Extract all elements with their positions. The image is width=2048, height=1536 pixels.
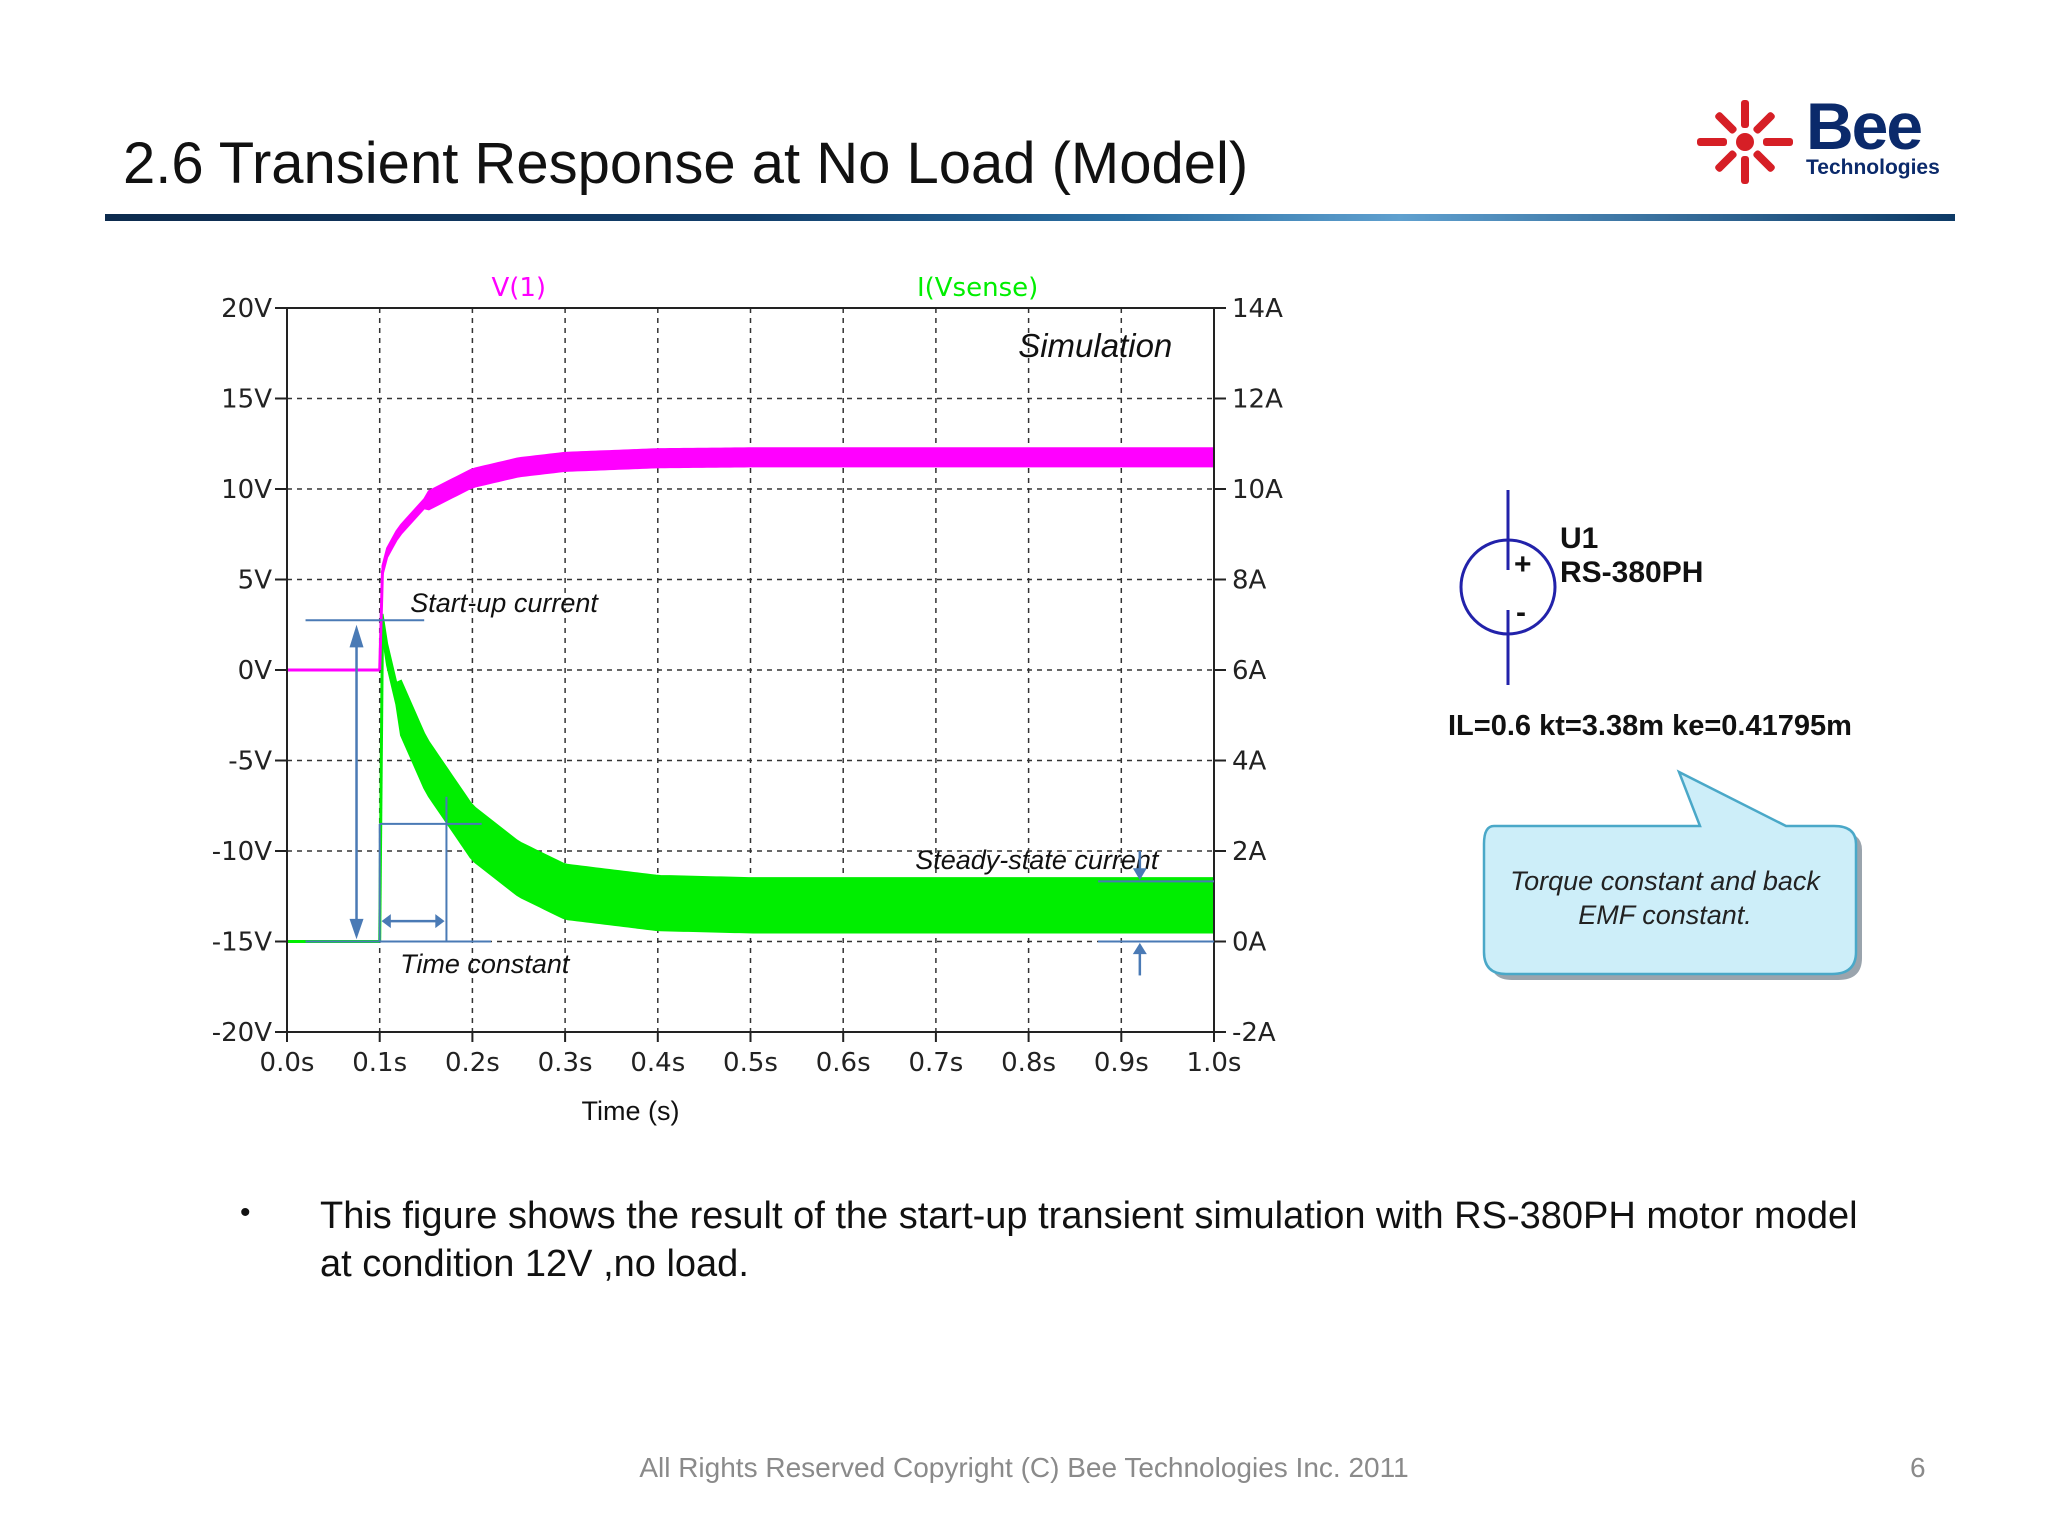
y-right-tick-label: 14A	[1232, 294, 1283, 324]
time-constant-arrow-left	[381, 914, 391, 929]
x-tick-label: 0.5s	[723, 1048, 778, 1078]
symbol-minus: -	[1516, 596, 1526, 629]
annotation-steady-state-current: Steady-state current	[915, 845, 1160, 875]
annotation-startup-current: Start-up current	[410, 588, 599, 618]
y-right-tick-label: 0A	[1232, 928, 1267, 958]
slide-title: 2.6 Transient Response at No Load (Model…	[123, 131, 1249, 196]
page-number: 6	[1910, 1452, 1926, 1483]
transient-chart: 0.0s 0.1s 0.2s 0.3s 0.4s 0.5s 0.6s 0.7s 0.8s 0.9s…	[212, 273, 1862, 1126]
logo-subtitle: Technologies	[1806, 156, 1940, 179]
logo-wordmark: Bee	[1806, 89, 1923, 163]
x-tick-label: 0.1s	[352, 1048, 407, 1078]
legend-voltage: V(1)	[491, 273, 546, 303]
y-left-tick-label: 15V	[221, 385, 272, 415]
symbol-plus: +	[1514, 548, 1532, 581]
annotation-time-constant: Time constant	[400, 949, 571, 979]
chart-annotations: Simulation Start-up current Steady-state c…	[305, 327, 1214, 979]
callout-text: Torque constant and back EMF constant.	[1510, 866, 1820, 930]
y-right-tick-label: 6A	[1232, 656, 1267, 686]
y-left-tick-label: -10V	[212, 837, 272, 867]
legend-current: I(Vsense)	[917, 273, 1038, 303]
plot-frame	[286, 307, 1215, 1033]
steady-arrow-up	[1132, 942, 1147, 955]
x-tick-label: 0.3s	[538, 1048, 593, 1078]
x-axis-label: Time (s)	[582, 1096, 680, 1126]
motor-symbol: + -	[1459, 490, 1557, 685]
x-tick-label: 0.2s	[445, 1048, 500, 1078]
voltage-source-icon	[1459, 538, 1557, 636]
steady-arrow-down	[1132, 868, 1147, 880]
startup-arrow-up	[349, 624, 364, 648]
x-tick-label: 0.6s	[816, 1048, 871, 1078]
callout-bubble	[1482, 769, 1862, 980]
y-right-tick-label: 10A	[1232, 475, 1283, 505]
y-left-tick-label: 5V	[238, 566, 273, 596]
voltage-series-band	[381, 447, 1214, 576]
x-tick-label: 0.7s	[908, 1048, 963, 1078]
annotation-simulation: Simulation	[1018, 327, 1172, 364]
x-tick-label: 0.8s	[1001, 1048, 1056, 1078]
chart-axes: 0.0s 0.1s 0.2s 0.3s 0.4s 0.5s 0.6s 0.7s 0.8s 0.9s…	[212, 273, 1283, 1126]
symbol-parameters: IL=0.6 kt=3.38m ke=0.41795m	[1448, 710, 1852, 742]
y-left-tick-label: -15V	[212, 928, 272, 958]
startup-arrow-down	[349, 918, 364, 940]
y-right-tick-label: 8A	[1232, 566, 1267, 596]
y-left-tick-label: -5V	[228, 747, 272, 777]
bullet-text: This figure shows the result of the star…	[320, 1195, 1858, 1285]
title-divider	[105, 214, 1955, 221]
symbol-ref-label: U1	[1560, 522, 1599, 555]
x-tick-label: 0.4s	[630, 1048, 685, 1078]
footer-copyright: All Rights Reserved Copyright (C) Bee Te…	[639, 1452, 1409, 1483]
x-tick-label: 0.0s	[260, 1048, 315, 1078]
bee-logo-icon	[1697, 100, 1793, 184]
y-left-tick-label: -20V	[212, 1018, 272, 1048]
y-right-tick-label: 2A	[1232, 837, 1267, 867]
symbol-value-label: RS-380PH	[1560, 556, 1704, 589]
x-tick-label: 0.9s	[1094, 1048, 1149, 1078]
y-right-tick-label: 12A	[1232, 385, 1283, 415]
y-right-tick-label: -2A	[1232, 1018, 1276, 1048]
bullet-marker: •	[240, 1196, 251, 1229]
current-series-band	[381, 613, 1214, 934]
time-constant-arrow-right	[435, 914, 445, 929]
y-left-tick-label: 20V	[221, 294, 272, 324]
x-tick-label: 1.0s	[1187, 1048, 1242, 1078]
y-left-tick-label: 0V	[238, 656, 273, 686]
y-right-tick-label: 4A	[1232, 747, 1267, 777]
chart-series	[287, 447, 1214, 943]
callout-body	[1482, 769, 1858, 976]
y-left-tick-label: 10V	[221, 475, 272, 505]
